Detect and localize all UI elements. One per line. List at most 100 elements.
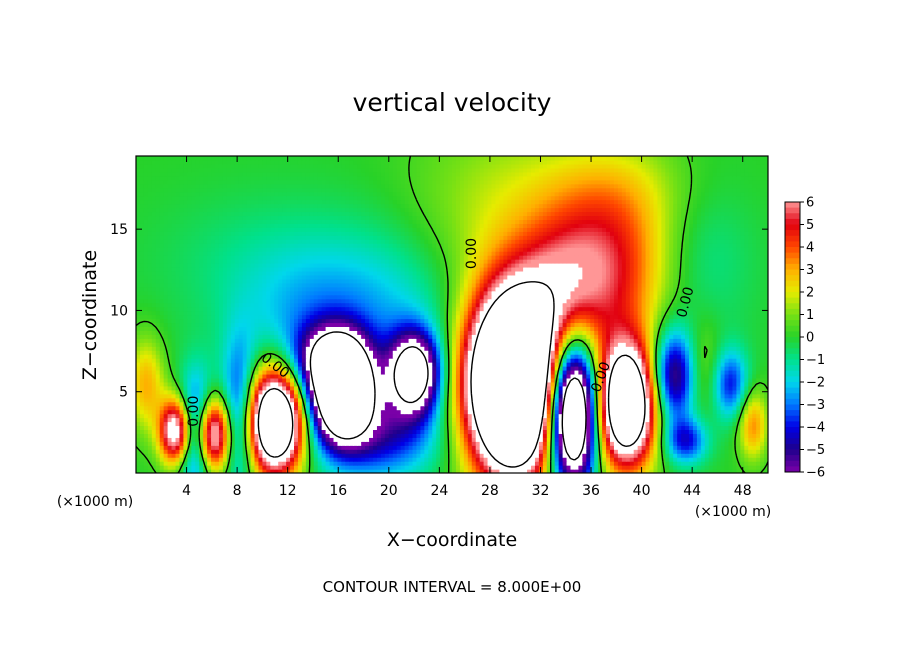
heatmap-cell [168, 449, 173, 454]
heatmap-cell [318, 374, 323, 379]
heatmap-cell [440, 461, 445, 466]
heatmap-cell [381, 410, 386, 415]
heatmap-cell [492, 449, 497, 454]
heatmap-cell [207, 382, 212, 387]
heatmap-cell [144, 445, 149, 450]
heatmap-cell [495, 402, 500, 407]
heatmap-cell [207, 445, 212, 450]
heatmap-cell [697, 421, 702, 426]
heatmap-cell [567, 461, 572, 466]
heatmap-cell [160, 414, 165, 419]
heatmap-cell [381, 366, 386, 371]
heatmap-cell [567, 429, 572, 434]
heatmap-cell [709, 465, 714, 470]
heatmap-cell [176, 418, 181, 423]
heatmap-cell [665, 378, 670, 383]
heatmap-cell [432, 402, 437, 407]
heatmap-cell [721, 433, 726, 438]
heatmap-cell [484, 374, 489, 379]
heatmap-cell [203, 374, 208, 379]
heatmap-cell [701, 418, 706, 423]
heatmap-cell [381, 437, 386, 442]
heatmap-cell [318, 453, 323, 458]
heatmap-cell [440, 390, 445, 395]
heatmap-cell [456, 394, 461, 399]
heatmap-cell [381, 374, 386, 379]
heatmap-cell [235, 390, 240, 395]
heatmap-cell [618, 425, 623, 430]
heatmap-cell [543, 437, 548, 442]
heatmap-cell [543, 465, 548, 470]
heatmap-cell [590, 445, 595, 450]
heatmap-cell [428, 382, 433, 387]
heatmap-cell [436, 370, 441, 375]
heatmap-cell [389, 410, 394, 415]
heatmap-cell [594, 457, 599, 462]
heatmap-cell [531, 390, 536, 395]
heatmap-cell [452, 390, 457, 395]
heatmap-cell [507, 406, 512, 411]
heatmap-cell [191, 429, 196, 434]
heatmap-cell [681, 378, 686, 383]
heatmap-cell [673, 453, 678, 458]
heatmap-cell [187, 465, 192, 470]
heatmap-cell [255, 398, 260, 403]
heatmap-cell [330, 441, 335, 446]
heatmap-cell [488, 398, 493, 403]
heatmap-cell [456, 441, 461, 446]
heatmap-cell [495, 374, 500, 379]
heatmap-cell [282, 382, 287, 387]
heatmap-cell [349, 354, 354, 359]
heatmap-cell [302, 358, 307, 363]
heatmap-cell [334, 421, 339, 426]
heatmap-cell [744, 453, 749, 458]
heatmap-cell [262, 461, 267, 466]
heatmap-cell [602, 414, 607, 419]
heatmap-cell [187, 390, 192, 395]
heatmap-cell [744, 382, 749, 387]
heatmap-cell [432, 449, 437, 454]
heatmap-cell [614, 425, 619, 430]
heatmap-cell [760, 410, 765, 415]
heatmap-cell [574, 350, 579, 355]
heatmap-cell [227, 358, 232, 363]
heatmap-cell [725, 358, 730, 363]
heatmap-cell [638, 350, 643, 355]
heatmap-cell [290, 386, 295, 391]
heatmap-cell [697, 429, 702, 434]
heatmap-cell [215, 394, 220, 399]
heatmap-cell [480, 382, 485, 387]
heatmap-cell [306, 374, 311, 379]
heatmap-cell [480, 465, 485, 470]
heatmap-cell [282, 410, 287, 415]
heatmap-cell [172, 406, 177, 411]
heatmap-cell [673, 362, 678, 367]
heatmap-cell [164, 394, 169, 399]
heatmap-cell [314, 354, 319, 359]
heatmap-cell [725, 406, 730, 411]
heatmap-cell [337, 378, 342, 383]
heatmap-cell [164, 370, 169, 375]
heatmap-cell [397, 410, 402, 415]
heatmap-cell [231, 406, 236, 411]
heatmap-cell [361, 441, 366, 446]
heatmap-cell [310, 453, 315, 458]
heatmap-cell [361, 374, 366, 379]
heatmap-cell [697, 374, 702, 379]
heatmap-cell [361, 394, 366, 399]
heatmap-cell [484, 457, 489, 462]
heatmap-cell [420, 433, 425, 438]
heatmap-cell [341, 453, 346, 458]
heatmap-cell [689, 433, 694, 438]
heatmap-cell [286, 378, 291, 383]
heatmap-cell [152, 390, 157, 395]
heatmap-cell [701, 410, 706, 415]
heatmap-cell [669, 390, 674, 395]
heatmap-cell [191, 445, 196, 450]
heatmap-cell [156, 433, 161, 438]
heatmap-cell [539, 437, 544, 442]
heatmap-cell [626, 425, 631, 430]
heatmap-cell [219, 378, 224, 383]
heatmap-cell [290, 402, 295, 407]
heatmap-cell [172, 398, 177, 403]
